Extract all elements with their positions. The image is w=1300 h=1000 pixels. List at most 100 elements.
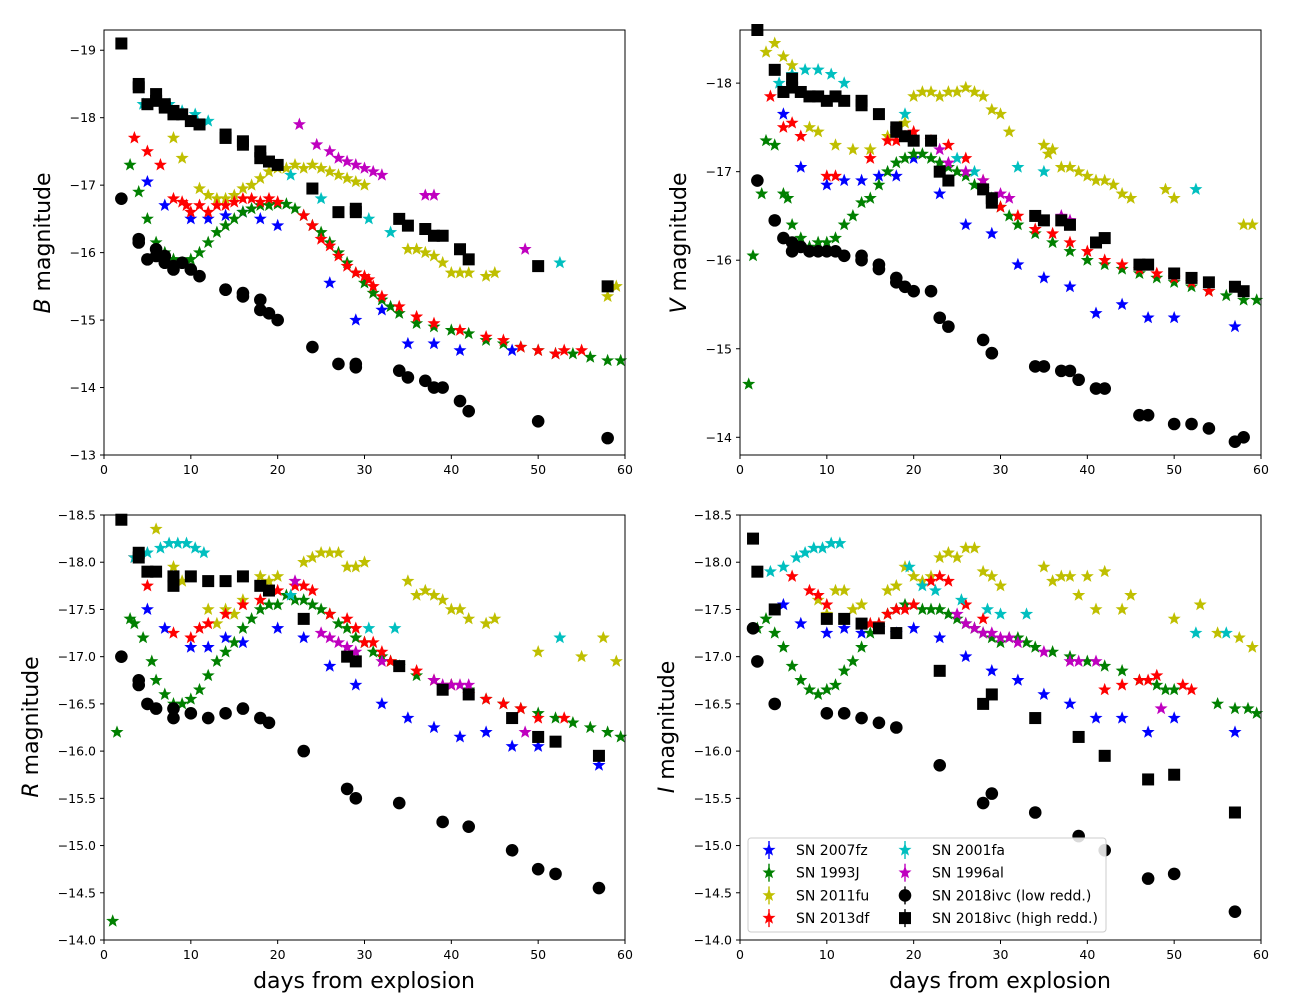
data-point [824,67,838,80]
panel-r-axes: 0 10 20 30 40 50 60 −18.5 −18.0 −17.5 −17.0 −16.5 −1… [58,508,633,963]
data-point [1167,310,1181,324]
data-point [907,597,921,611]
data-point [746,622,760,635]
y-tick-label: −17 [706,164,732,179]
legend-marker [762,911,776,924]
data-point [838,94,851,107]
data-point [136,630,150,644]
data-point [479,269,493,282]
data-point [314,626,328,639]
data-point [514,340,528,353]
data-point [153,541,167,554]
data-point [271,218,285,232]
y-tick-label: −17.5 [58,602,96,617]
data-point [855,99,868,112]
data-point [201,235,215,249]
data-point [1133,408,1146,422]
legend-marker [899,912,911,925]
data-point [776,107,790,120]
data-point [820,612,833,625]
data-point [110,725,124,738]
data-point [166,626,181,639]
data-point [924,284,938,298]
legend-label: SN 1993J [796,866,860,882]
data-point [462,326,476,340]
y-tick-label: −19 [70,43,96,58]
data-point [1063,235,1077,249]
data-point [1098,253,1112,266]
x-tick-label: 50 [1166,462,1182,477]
data-point [837,663,851,677]
x-tick-label: 30 [357,462,373,477]
data-point [976,796,990,810]
data-point [219,283,232,297]
panel-i-axes: 0 10 20 30 40 50 60 −18.5 −18.0 −17.5 −17.0 −16.5 −1… [694,508,1269,963]
y-tick-label: −16.5 [694,696,732,711]
data-point [942,174,955,187]
data-point [889,155,903,169]
data-point [410,242,424,255]
data-point [349,655,362,668]
data-point [184,692,198,705]
data-point [890,721,903,734]
data-point [184,263,198,276]
data-point [219,707,232,720]
data-point [1037,164,1051,178]
data-point [219,575,232,588]
data-point [583,720,597,734]
legend-marker [898,889,912,902]
data-point [548,346,563,360]
data-point [518,725,532,738]
data-point [950,612,964,625]
data-point [505,739,519,752]
data-point [427,249,441,262]
data-point [933,550,947,564]
data-point [889,578,903,592]
data-point [933,758,947,772]
data-point [907,89,921,103]
data-point [236,702,250,715]
data-point [332,357,345,371]
y-tick-label: −14 [70,380,96,395]
data-point [950,151,964,164]
data-point [279,197,293,210]
data-point [262,307,276,320]
data-point [297,630,311,644]
data-point [1046,226,1060,240]
data-point [1184,279,1199,293]
data-point [924,574,938,587]
data-point [531,343,545,356]
data-point [1185,417,1198,431]
data-point [759,612,773,625]
data-point [768,36,782,49]
y-tick-label: −16 [70,245,96,260]
data-point [933,186,947,200]
data-point [786,72,799,85]
series-6-sn-2018ivc-low-redd- [751,174,1250,449]
x-tick-label: 20 [906,947,922,962]
data-point [907,134,920,147]
data-point [1098,173,1112,187]
data-point [488,266,502,279]
data-point [462,253,475,266]
data-point [115,513,128,526]
x-tick-label: 40 [443,947,459,962]
data-point [1115,602,1129,615]
data-point [898,116,912,129]
data-point [601,280,614,293]
data-point [1176,678,1190,691]
data-point [1011,209,1025,222]
y-tick-label: −18.5 [694,508,732,523]
data-point [427,188,441,201]
data-point [596,630,610,644]
data-point [1029,712,1042,725]
data-point [794,616,808,630]
data-point [505,343,519,356]
data-point [941,545,955,559]
y-tick-label: −18 [70,110,96,125]
data-point [751,655,764,668]
data-point [132,678,146,692]
data-point [518,242,532,255]
data-point [828,138,843,151]
x-tick-label: 30 [993,462,1009,477]
